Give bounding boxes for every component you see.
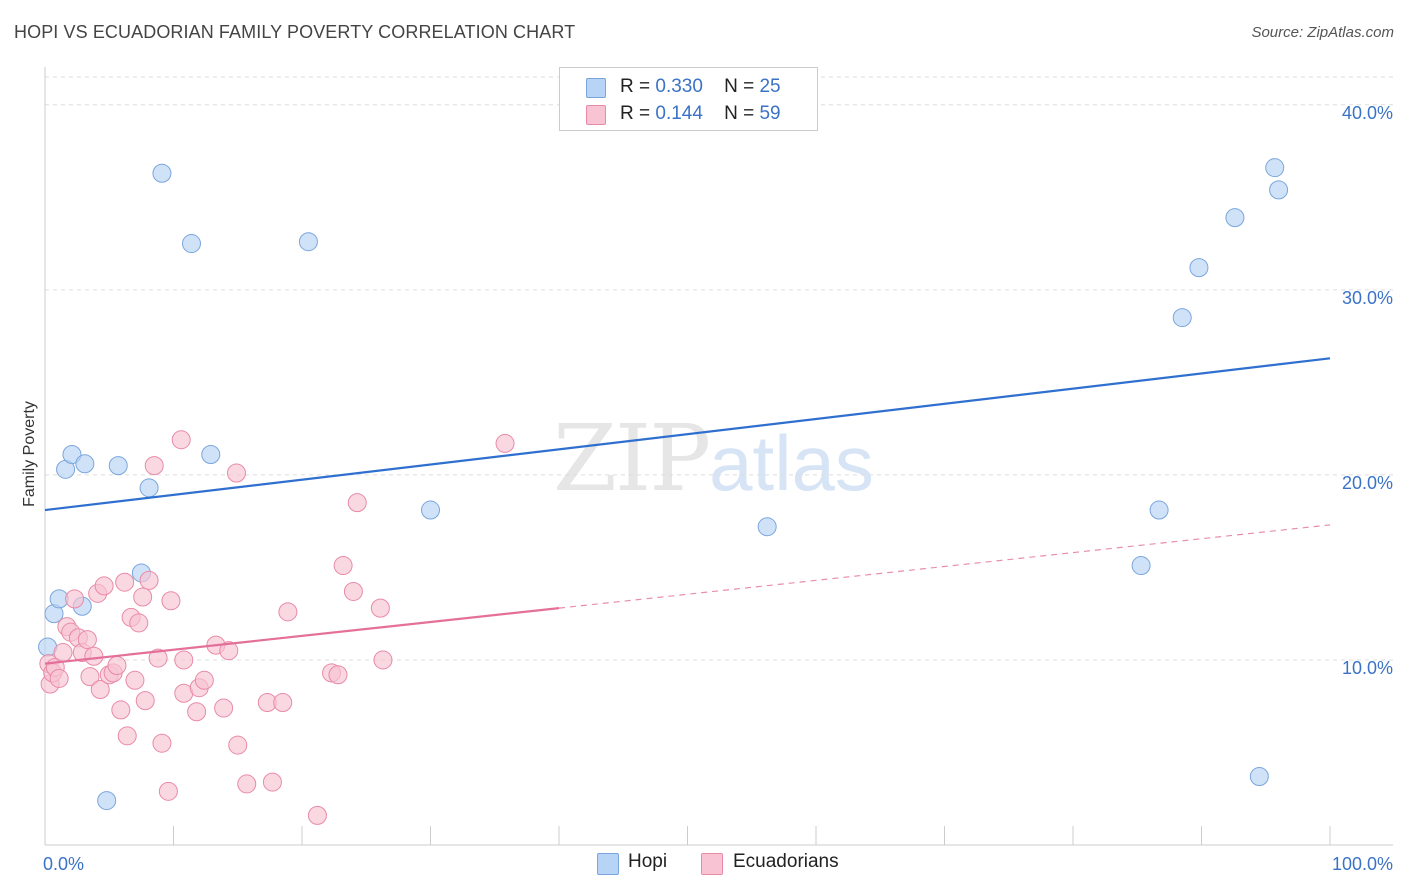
legend-n-value: 59 (759, 103, 781, 124)
ecuadorian-point (262, 772, 282, 792)
hopi-point (421, 500, 440, 520)
x-tick-label: 0.0% (43, 854, 84, 874)
hopi-point (298, 232, 318, 252)
hopi-trend-line (44, 357, 1331, 512)
legend-r-label: R = (620, 103, 651, 124)
ecuadorian-point (373, 650, 393, 670)
ecuadorian-point (158, 781, 178, 801)
ecuadorian-point (129, 613, 149, 633)
ecuadorian-point (65, 589, 85, 609)
ecuadorian-point (107, 655, 127, 675)
chart-title: HOPI VS ECUADORIAN FAMILY POVERTY CORREL… (14, 22, 576, 42)
ecuadorian-point (80, 667, 100, 687)
ecuadorian-point (187, 702, 207, 722)
ecuadorian-point (49, 668, 69, 688)
hopi-point (1269, 180, 1289, 200)
hopi-point (62, 445, 82, 465)
ecuadorians-swatch (586, 105, 606, 125)
ecuadorian-point (77, 630, 97, 650)
hopi-point (1249, 767, 1269, 787)
ecuadorian-point (219, 641, 239, 661)
legend-r-value: 0.144 (655, 103, 703, 124)
watermark-atlas: atlas (709, 419, 874, 507)
hopi-point (757, 517, 777, 537)
ecuadorian-point (144, 456, 164, 476)
ecuadorian-point (333, 556, 353, 576)
watermark: ZIPatlas (553, 405, 874, 512)
ecuadorian-point (53, 643, 73, 663)
ecuadorian-point (133, 587, 153, 607)
hopi-point (1189, 258, 1209, 278)
ecuadorian-point (495, 433, 515, 453)
ecuadorian-point (84, 646, 104, 666)
ecuadorian-point (135, 691, 155, 711)
legend-r-label: R = (620, 76, 651, 97)
y-tick-label: 10.0% (1342, 658, 1393, 678)
ecuadorian-point (307, 805, 327, 825)
hopi-point (139, 478, 159, 498)
hopi-point (1265, 158, 1285, 178)
ecuadorian-point (111, 700, 131, 720)
ecuadorian-point (214, 698, 234, 718)
ecuadorian-point (237, 774, 257, 794)
hopi-point (1225, 208, 1245, 228)
legend-n-value: 25 (759, 76, 781, 97)
y-axis-label: Family Poverty (21, 401, 38, 507)
ecuadorians-legend-label: Ecuadorians (733, 851, 839, 872)
ecuadorian-point (174, 650, 194, 670)
ecuadorian-point (278, 602, 298, 622)
ecuadorian-point (226, 463, 246, 483)
legend-r-value: 0.330 (655, 76, 703, 97)
correlation-legend: R = 0.330 N = 25 R = 0.144 N = 59 (559, 67, 818, 131)
ecuadorian-trend-extension (558, 524, 1331, 609)
y-tick-label: 20.0% (1342, 473, 1393, 493)
source-label: Source: ZipAtlas.com (1251, 24, 1394, 41)
y-tick-label: 40.0% (1342, 103, 1393, 123)
hopi-point (1131, 556, 1151, 576)
hopi-point (75, 454, 95, 474)
ecuadorian-trend-line (44, 607, 560, 665)
ecuadorians-legend-swatch (701, 853, 723, 875)
ecuadorian-point (115, 572, 135, 592)
y-tick-label: 30.0% (1342, 288, 1393, 308)
ecuadorian-point (273, 693, 293, 713)
ecuadorian-point (90, 680, 110, 700)
ecuadorian-point (94, 576, 114, 596)
ecuadorian-point (328, 665, 348, 685)
hopi-point (181, 234, 201, 254)
hopi-legend-swatch (597, 853, 619, 875)
legend-n-label: N = (724, 76, 755, 97)
watermark-zip: ZIP (553, 405, 711, 512)
ecuadorian-point (148, 648, 168, 668)
legend-n-label: N = (724, 103, 755, 124)
ecuadorian-point (228, 735, 248, 755)
ecuadorian-point (171, 430, 191, 450)
ecuadorian-point (117, 726, 137, 746)
hopi-point (1172, 308, 1192, 328)
hopi-point (1149, 500, 1169, 520)
ecuadorian-point (194, 670, 214, 690)
ecuadorian-point (343, 581, 363, 601)
ecuadorian-point (125, 670, 145, 690)
hopi-legend-label: Hopi (628, 851, 668, 872)
ecuadorian-point (139, 570, 159, 590)
hopi-point (97, 791, 117, 811)
hopi-point (108, 456, 128, 476)
ecuadorian-point (370, 598, 390, 618)
ecuadorian-point (347, 493, 367, 513)
ecuadorian-point (161, 591, 181, 611)
x-tick-label: 100.0% (1332, 854, 1393, 874)
hopi-point (152, 163, 172, 183)
ecuadorian-point (152, 733, 172, 753)
hopi-swatch (586, 78, 606, 98)
hopi-point (201, 445, 221, 465)
